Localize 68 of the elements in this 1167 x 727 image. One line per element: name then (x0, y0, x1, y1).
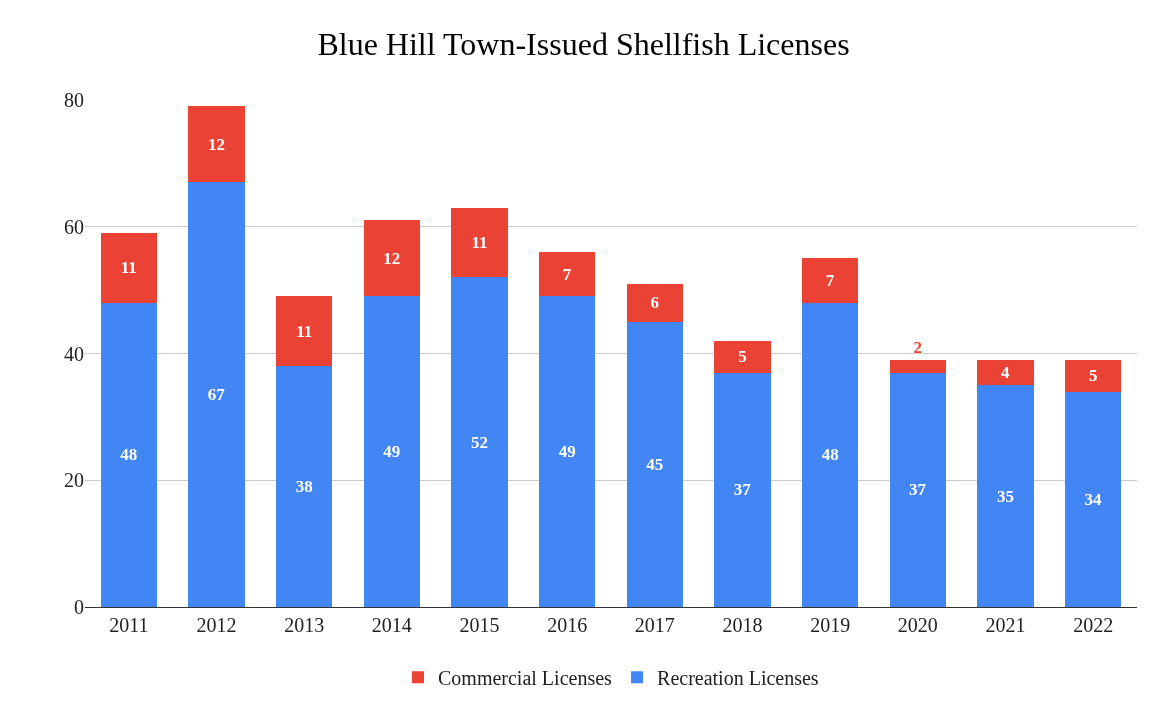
bar (714, 340, 771, 373)
bar (802, 302, 859, 607)
x-tick-label: 2011 (109, 614, 149, 636)
data-label: 35 (997, 486, 1014, 506)
data-label: 11 (296, 321, 313, 341)
y-tick-label: 0 (74, 596, 84, 618)
bar (626, 283, 683, 322)
bar (977, 385, 1034, 607)
x-tick-label: 2013 (284, 614, 325, 636)
x-tick-label: 2016 (547, 614, 588, 636)
x-tick-label: 2021 (985, 614, 1026, 636)
bar (363, 220, 420, 297)
bar (626, 321, 683, 607)
x-tick-label: 2012 (196, 614, 237, 636)
bar (188, 182, 245, 607)
bar (276, 366, 333, 607)
data-label: 2 (913, 337, 923, 357)
data-label: 49 (558, 442, 576, 462)
x-tick-label: 2018 (722, 614, 763, 636)
y-tick-label: 80 (64, 89, 84, 111)
bar (1065, 359, 1122, 392)
data-label: 5 (1088, 366, 1098, 386)
x-tick-label: 2019 (810, 614, 851, 636)
bar (100, 302, 157, 607)
bar (188, 106, 245, 183)
data-label: 6 (650, 293, 660, 313)
data-label: 12 (383, 248, 401, 268)
data-label: 4 (1001, 363, 1010, 383)
legend-label: Recreation Licenses (657, 667, 819, 689)
x-tick-label: 2022 (1073, 614, 1114, 636)
bar (100, 233, 157, 303)
data-label: 45 (646, 454, 664, 474)
legend-label: Commercial Licenses (438, 667, 613, 689)
bar (802, 258, 859, 303)
data-label: 5 (738, 347, 747, 367)
data-label: 37 (909, 480, 927, 500)
bar (1065, 391, 1122, 607)
data-label: 34 (1084, 489, 1102, 509)
data-label: 38 (295, 477, 313, 497)
bar (889, 359, 946, 373)
x-tick-label: 2017 (634, 614, 675, 636)
y-tick-label: 60 (64, 215, 84, 238)
data-label: 67 (207, 385, 226, 405)
bar (539, 252, 596, 297)
data-label: 11 (471, 233, 488, 253)
bar (451, 277, 508, 607)
bar (714, 372, 771, 607)
data-label: 7 (562, 264, 572, 284)
data-label: 48 (821, 445, 839, 465)
bar (363, 296, 420, 607)
y-tick-label: 20 (64, 469, 84, 492)
bar (539, 296, 596, 607)
data-label: 49 (383, 442, 401, 462)
bar (451, 207, 508, 278)
x-tick-label: 2014 (371, 614, 412, 636)
data-label: 7 (825, 271, 835, 291)
data-label: 48 (120, 445, 138, 465)
x-tick-label: 2015 (459, 614, 500, 636)
bar (977, 359, 1034, 386)
x-tick-label: 2020 (897, 614, 938, 636)
chart-title: Blue Hill Town-Issued Shellfish Licenses (317, 26, 850, 63)
data-label: 12 (208, 134, 225, 154)
data-label: 52 (471, 432, 488, 452)
y-tick-label: 40 (64, 342, 84, 365)
bar (889, 372, 946, 607)
bar (276, 296, 333, 367)
data-label: 11 (120, 258, 137, 278)
data-label: 37 (733, 480, 752, 500)
